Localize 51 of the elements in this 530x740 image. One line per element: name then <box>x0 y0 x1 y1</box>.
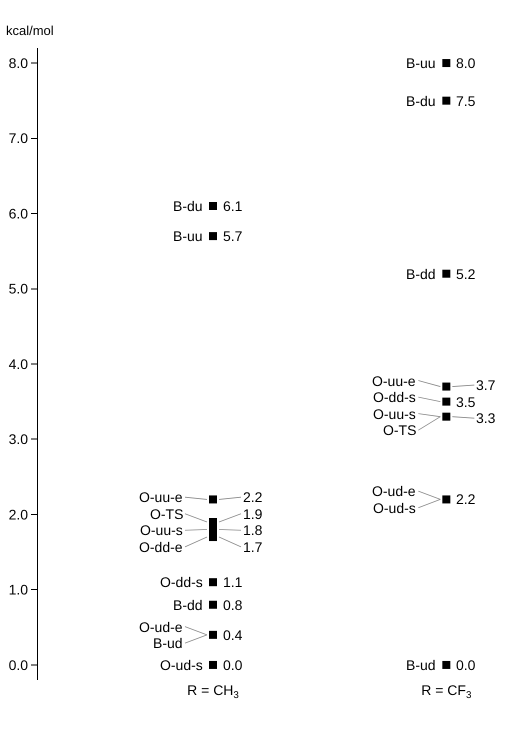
x-tick-label: R = CF$_{3}$ <box>421 682 472 701</box>
annotation: O-ud-e <box>139 619 183 635</box>
y-tick-label: 5.0 <box>8 280 28 297</box>
annotation: O-dd-s <box>373 389 416 405</box>
data-label: 3.7 <box>476 377 496 393</box>
annotation: O-TS <box>383 422 416 438</box>
data-label: 1.7 <box>243 539 263 555</box>
y-tick-label: 3.0 <box>8 431 28 448</box>
annotation: O-TS <box>150 506 184 522</box>
data-label: 0.0 <box>456 657 476 673</box>
annotation: O-ud-s <box>373 500 416 516</box>
y-axis-title: kcal/mol <box>6 23 54 38</box>
data-label: 1.9 <box>243 506 263 522</box>
y-tick-label: 1.0 <box>8 582 28 598</box>
annotation: B-uu <box>406 55 436 71</box>
y-tick-label: 7.0 <box>8 130 28 146</box>
data-label: 5.7 <box>223 228 243 244</box>
data-label: 3.3 <box>476 410 496 426</box>
annotation: B-uu <box>173 228 203 244</box>
annotation: B-ud <box>406 657 436 673</box>
x-tick-label: R = CH$_{3}$ <box>187 682 240 701</box>
y-tick-label: 0.0 <box>8 656 28 673</box>
annotation: O-uu-s <box>373 406 416 422</box>
annotation: O-ud-e <box>372 483 416 499</box>
data-label: 2.2 <box>456 491 476 507</box>
annotation: O-uu-e <box>372 373 416 389</box>
annotation: B-dd <box>406 266 436 282</box>
y-tick-label: 6.0 <box>8 205 28 222</box>
annotation: O-uu-e <box>139 489 183 505</box>
annotation: O-uu-s <box>140 522 183 538</box>
data-label: 0.8 <box>223 597 243 613</box>
data-label: 7.5 <box>456 93 476 109</box>
data-label: 1.8 <box>243 522 263 538</box>
annotation: O-dd-e <box>139 539 183 555</box>
data-label: 3.5 <box>456 394 476 410</box>
data-label: 1.1 <box>223 574 243 590</box>
data-label: 0.4 <box>223 627 243 643</box>
data-label: 5.2 <box>456 266 476 282</box>
data-label: 8.0 <box>456 55 476 71</box>
data-label: 2.2 <box>243 489 263 505</box>
y-tick-label: 4.0 <box>8 356 28 372</box>
y-tick-label: 8.0 <box>8 54 28 71</box>
annotation: O-ud-s <box>160 657 203 673</box>
annotation: B-du <box>173 198 203 214</box>
annotation: B-dd <box>173 597 203 613</box>
data-label: 6.1 <box>223 198 243 214</box>
data-label: 0.0 <box>223 657 243 673</box>
annotation: B-ud <box>153 635 183 651</box>
y-tick-label: 2.0 <box>8 506 28 522</box>
annotation: O-dd-s <box>160 574 203 590</box>
annotation: B-du <box>406 93 436 109</box>
